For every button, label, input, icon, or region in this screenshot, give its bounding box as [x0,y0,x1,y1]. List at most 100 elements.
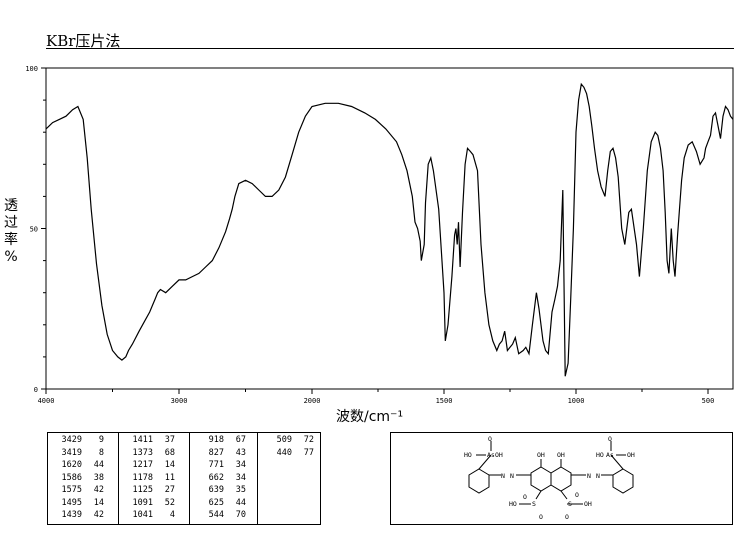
peak-transmittance: 43 [235,447,246,458]
peak-transmittance: 35 [235,485,246,495]
hydroxyl-label: OH [495,451,503,459]
peak-wavenumber: 1439 [61,510,82,520]
peak-transmittance: 11 [164,472,175,483]
peak-transmittance: 42 [93,510,104,520]
peak-wavenumber: 1091 [132,497,153,508]
y-axis-label-char: 率 [4,232,18,248]
peak-table-row: 918 67 [190,434,257,447]
peak-table-row: 440 77 [258,447,320,460]
peak-table-column: 509 72 440 77 [258,433,320,524]
peak-transmittance: 68 [164,447,175,458]
hydroxyl-label: OH [557,451,565,459]
arsenic-label: As [606,451,614,459]
peak-wavenumber: 1125 [132,485,153,495]
axis-ticks: 4000 3000 2000 1500 1000 500 0 50 100 [25,65,714,405]
hydroxyl-label: HO [509,500,517,508]
peak-table-row: 509 72 [258,434,320,447]
peak-wavenumber: 509 [276,435,292,445]
sulfur-label: S [568,500,572,508]
y-axis-label: 透 过 率 % [2,198,20,266]
x-tick-label: 1500 [436,397,453,405]
y-tick-label: 0 [34,386,38,394]
peak-table-row: 1217 14 [119,459,189,472]
y-axis-label-char: 透 [4,198,18,214]
peak-transmittance: 9 [98,435,104,445]
peak-transmittance: 44 [93,460,104,470]
peak-transmittance: 77 [303,447,314,458]
peak-table-column: 3429 9 3419 8 1620 44 1586 38 1575 42 1495 14 1439 42 [48,433,119,524]
sulfur-label: S [532,500,536,508]
x-tick-label: 1000 [568,397,585,405]
peak-table-row: 3419 8 [48,447,118,460]
peak-table-row: 1041 4 [119,509,189,522]
naphthalene-ring-right [550,466,572,492]
hydroxyl-label: HO [464,451,472,459]
azo-nitrogen-label: N [587,472,591,480]
peak-wavenumber: 544 [208,510,224,520]
peak-wavenumber: 1411 [132,435,153,445]
y-tick-label: 100 [25,65,38,73]
hydroxyl-label: OH [627,451,635,459]
peak-table-row: 544 70 [190,509,257,522]
peak-wavenumber: 1217 [132,460,153,470]
y-tick-label: 50 [30,226,38,234]
hydroxyl-label: OH [537,451,545,459]
peak-wavenumber: 440 [276,447,292,458]
peak-transmittance: 14 [164,460,175,470]
peak-transmittance: 44 [235,497,246,508]
peak-table-row: 827 43 [190,447,257,460]
oxo-label: O [608,435,612,443]
peak-table-row: 662 34 [190,472,257,485]
peak-wavenumber: 918 [208,435,224,445]
peak-transmittance: 52 [164,497,175,508]
x-tick-label: 500 [702,397,715,405]
peak-table-row: 1178 11 [119,472,189,485]
peak-transmittance: 67 [235,435,246,445]
peak-wavenumber: 827 [208,447,224,458]
peak-transmittance: 38 [93,472,104,483]
x-tick-label: 3000 [171,397,188,405]
hydroxyl-label: HO [596,451,604,459]
phenyl-ring-left [468,468,490,494]
peak-wavenumber: 1373 [132,447,153,458]
x-axis-label: 波数/cm⁻¹ [336,409,404,425]
peak-wavenumber: 1575 [61,485,82,495]
peak-transmittance: 70 [235,510,246,520]
peak-table-row: 639 35 [190,484,257,497]
peak-table-row: 1373 68 [119,447,189,460]
oxo-label: O [488,435,492,443]
peak-wavenumber: 1495 [61,497,82,508]
oxo-label: O [575,491,579,499]
azo-nitrogen-label: N [501,472,505,480]
peak-table-row: 1439 42 [48,509,118,522]
peak-table-column: 1411 37 1373 68 1217 14 1178 11 1125 27 1091 52 1041… [119,433,190,524]
peak-transmittance: 8 [98,447,104,458]
peak-transmittance: 4 [169,510,175,520]
peak-table-column: 918 67 827 43 771 34 662 34 639 35 625 44 544 70 [190,433,258,524]
peak-wavenumber: 662 [208,472,224,483]
peak-transmittance: 72 [303,435,314,445]
peak-transmittance: 37 [164,435,175,445]
peak-wavenumber: 1178 [132,472,153,483]
peak-transmittance: 34 [235,472,246,483]
y-axis-label-char: 过 [4,215,18,231]
phenyl-ring-right [612,468,634,494]
peak-transmittance: 42 [93,485,104,495]
oxo-label: O [539,513,543,521]
peak-wavenumber: 771 [208,460,224,470]
peak-wavenumber: 639 [208,485,224,495]
spectrum-line [45,82,734,377]
peak-table-row: 1620 44 [48,459,118,472]
oxo-label: O [565,513,569,521]
arsenic-label: As [487,451,495,459]
peak-wavenumber: 1586 [61,472,82,483]
peak-transmittance: 34 [235,460,246,470]
x-tick-label: 2000 [304,397,321,405]
peak-wavenumber: 1041 [132,510,153,520]
peak-transmittance: 14 [93,497,104,508]
peak-table-row: 625 44 [190,497,257,510]
ir-spectrum-chart: 4000 3000 2000 1500 1000 500 0 50 100 [25,65,734,405]
method-title: KBr压片法 [46,32,121,50]
azo-nitrogen-label: N [596,472,600,480]
x-tick-label: 4000 [38,397,55,405]
